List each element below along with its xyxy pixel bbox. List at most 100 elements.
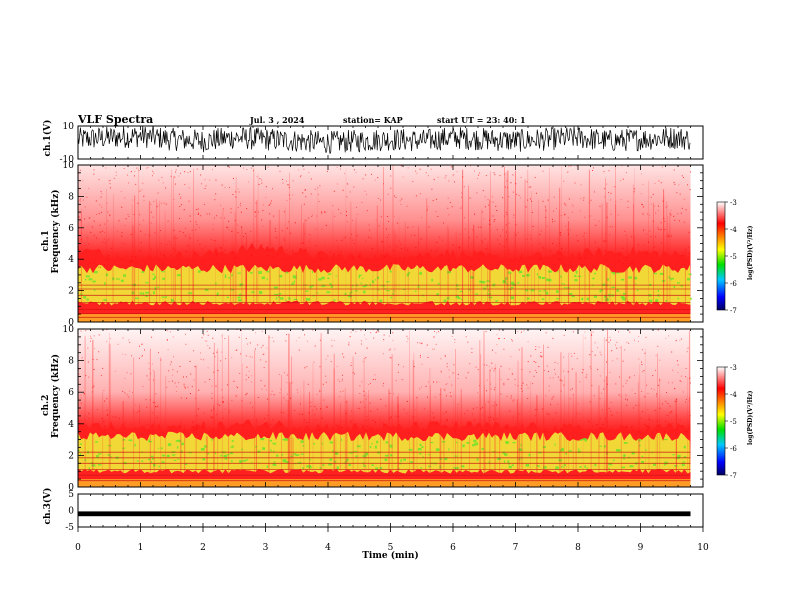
- spectrogram-1-noise: [380, 216, 382, 218]
- spectrogram-2-noise: [419, 356, 421, 358]
- spectrogram-1-noise: [447, 197, 449, 199]
- spectrogram-1-y-tick-label: 6: [68, 224, 74, 234]
- spectrogram-2-noise: [278, 374, 280, 375]
- spectrogram-2-noise: [260, 380, 262, 382]
- spectrogram-2-noise: [486, 429, 488, 431]
- spectrogram-1-noise: [228, 166, 230, 168]
- spectrogram-1-speckle: [690, 297, 692, 300]
- spectrogram-2-noise: [201, 337, 203, 339]
- spectrogram-1-noise: [506, 180, 508, 182]
- spectrogram-2-noise: [493, 418, 495, 420]
- spectrogram-1-noise: [275, 237, 277, 239]
- spectrogram-1-noise: [101, 206, 103, 208]
- spectrogram-2-noise: [552, 397, 554, 399]
- spectrogram-2-noise: [443, 388, 445, 390]
- spectrogram-2-speckle: [578, 448, 580, 451]
- spectrogram-1-speckle: [447, 271, 451, 274]
- spectrogram-2-noise: [382, 353, 384, 355]
- spectrogram-2-noise: [389, 348, 391, 350]
- spectrogram-2-noise: [158, 352, 159, 354]
- spectrogram-1-noise: [191, 229, 193, 231]
- spectrogram-2-noise: [489, 369, 491, 371]
- spectrogram-2-noise: [362, 361, 364, 363]
- spectrogram-1-noise: [407, 227, 409, 229]
- spectrogram-2-noise: [324, 430, 326, 432]
- spectrogram-1-noise: [144, 234, 146, 236]
- spectrogram-1-noise: [400, 248, 402, 249]
- spectrogram-1-noise: [669, 213, 671, 215]
- spectrogram-2-noise: [686, 431, 687, 433]
- spectrogram-1-noise: [99, 231, 101, 233]
- spectrogram-1-noise: [287, 184, 289, 186]
- spectrogram-1-noise: [478, 226, 480, 228]
- spectrogram-1-noise: [98, 266, 100, 268]
- spectrogram-2-noise: [359, 407, 361, 409]
- spectrogram-1-speckle: [170, 299, 175, 302]
- spectrogram-1-noise: [412, 226, 414, 228]
- spectrogram-2-noise: [561, 429, 563, 431]
- spectrogram-2-noise: [209, 378, 211, 380]
- spectrogram-1-low-band: [78, 314, 691, 322]
- spectrogram-2-y-tick-label: 2: [68, 451, 74, 461]
- spectrogram-1-speckle: [389, 270, 392, 273]
- spectrogram-1-speckle: [659, 272, 664, 275]
- spectrogram-2-noise: [511, 340, 513, 342]
- spectrogram-1-noise: [604, 188, 606, 190]
- spectrogram-1-speckle: [278, 293, 282, 295]
- spectrogram-2-noise: [111, 426, 113, 428]
- spectrogram-1-noise: [289, 232, 291, 234]
- spectrogram-1-speckle: [510, 296, 514, 300]
- spectrogram-2-noise: [262, 353, 264, 355]
- spectrogram-1-noise: [386, 237, 388, 238]
- spectrogram-1-speckle: [237, 296, 241, 299]
- spectrogram-2-noise: [195, 397, 196, 399]
- spectrogram-1-noise: [318, 201, 320, 203]
- spectrogram-2-noise: [532, 383, 534, 385]
- spectrogram-1-noise: [251, 167, 252, 169]
- spectrogram-2-noise: [266, 389, 268, 391]
- spectrogram-1-noise: [95, 200, 97, 202]
- spectrogram-1-noise: [604, 259, 606, 260]
- spectrogram-2-noise: [169, 364, 171, 366]
- spectrogram-1-noise: [594, 219, 596, 220]
- spectrogram-2-noise: [674, 388, 676, 389]
- spectrogram-2-noise: [222, 401, 224, 403]
- spectrogram-2-noise: [211, 410, 212, 411]
- spectrogram-1-speckle: [261, 276, 265, 280]
- spectrogram-2-noise: [183, 383, 185, 385]
- spectrogram-2-noise: [557, 376, 559, 378]
- spectrogram-2-speckle: [436, 448, 440, 451]
- spectrogram-1-noise: [588, 202, 590, 204]
- spectrogram-2-noise: [628, 342, 630, 344]
- spectrogram-1-noise: [617, 214, 619, 216]
- spectrogram-2-noise: [610, 410, 612, 412]
- spectrogram-2-noise: [572, 331, 574, 333]
- spectrogram-1-speckle: [112, 277, 115, 281]
- spectrogram-2-noise: [641, 390, 643, 392]
- spectrogram-1-noise: [310, 178, 312, 180]
- spectrogram-2-noise: [533, 361, 535, 362]
- spectrogram-1-noise: [666, 235, 668, 237]
- colorbar-1-tick-label: -4: [730, 226, 737, 234]
- spectrogram-2-noise: [493, 389, 495, 391]
- spectrogram-2-speckle: [356, 445, 361, 448]
- spectrogram-1-noise: [673, 169, 675, 171]
- spectrogram-2-noise: [215, 385, 217, 387]
- spectrogram-1-speckle: [487, 293, 491, 296]
- spectrogram-2-noise: [246, 392, 248, 394]
- spectrogram-1-noise: [107, 259, 108, 261]
- spectrogram-1-noise: [668, 236, 670, 238]
- spectrogram-1-noise: [224, 217, 226, 219]
- spectrogram-2-noise: [233, 380, 235, 382]
- spectrogram-2-noise: [160, 359, 162, 361]
- spectrogram-1-noise: [311, 215, 313, 217]
- spectrogram-1-noise: [79, 169, 81, 171]
- ch1-ylabel: ch.1(V): [42, 120, 53, 157]
- spectrogram-1-noise: [441, 239, 443, 241]
- spectrogram-1-noise: [515, 224, 517, 226]
- spectrogram-2-noise: [383, 424, 385, 426]
- spectrogram-1-noise: [353, 243, 355, 244]
- spectrogram-2-noise: [432, 412, 434, 414]
- spectrogram-1-noise: [262, 204, 264, 206]
- spectrogram-2-noise: [492, 405, 494, 407]
